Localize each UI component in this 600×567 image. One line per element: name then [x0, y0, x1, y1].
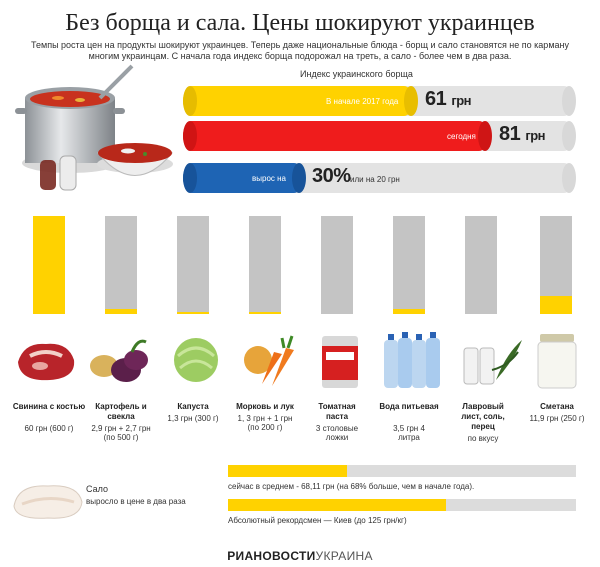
ingredient-price-water: 3,5 грн 4 литра	[393, 424, 425, 442]
ingredient-name-cabbage: Капуста	[177, 402, 209, 411]
ingredient-price-sour-cream: 11,9 грн (250 г)	[529, 414, 585, 423]
salo-bar-average	[228, 465, 347, 477]
ingredient-name-water: Вода питьевая	[379, 402, 439, 411]
cabbage-icon	[174, 338, 218, 382]
borscht-index-title: Индекс украинского борща	[300, 69, 413, 79]
index-label-today: сегодня	[447, 132, 476, 141]
bar-fill	[105, 309, 137, 314]
ingredient-name-sour-cream: Сметана	[540, 402, 574, 411]
salo-icon	[13, 485, 83, 519]
bar-fill	[540, 296, 572, 314]
borscht-pot-illustration	[15, 64, 174, 191]
ingredient-price-pork: 60 грн (600 г)	[24, 424, 74, 433]
ingredient-name-tomato-paste: Томатная паста	[318, 402, 356, 421]
bar-fill	[249, 312, 281, 314]
tomato-paste-icon	[322, 336, 358, 388]
ingredient-price-spices: по вкусу	[467, 434, 499, 443]
bay-leaf-salt-pepper-icon	[463, 340, 522, 385]
bar-fill	[33, 216, 65, 314]
ingredient-bar-carrot-onion	[249, 216, 281, 314]
index-note-growth: или на 20 грн	[350, 175, 400, 184]
index-label-growth: вырос на	[252, 174, 286, 183]
ingredient-name-potato-beet: Картофель и свекла	[95, 402, 147, 421]
ingredient-bar-tomato-paste	[321, 216, 353, 314]
ingredient-bar-spices	[465, 216, 497, 314]
bar-fill	[393, 309, 425, 314]
index-bar-growth-end	[292, 163, 306, 193]
logo-part1: РИАНОВОСТИ	[227, 549, 316, 563]
index-bar-track-end	[562, 86, 576, 116]
salo-label-kyiv: Абсолютный рекордсмен — Киев (до 125 грн…	[228, 516, 407, 525]
page-title: Без борща и сала. Цены шокируют украинце…	[65, 10, 535, 36]
index-bar-today-cap	[183, 121, 197, 151]
ingredient-bar-cabbage	[177, 216, 209, 314]
sour-cream-jar-icon	[537, 334, 577, 389]
ingredient-price-cabbage: 1,3 грн (300 г)	[167, 414, 219, 423]
page-subtitle: Темпы роста цен на продукты шокируют укр…	[31, 40, 569, 61]
ingredient-name-spices: Лавровый лист, соль, перец	[461, 402, 505, 431]
salo-subtitle: выросло в цене в два раза	[86, 497, 186, 506]
salo-bar-kyiv	[228, 499, 446, 511]
ria-novosti-logo: РИАНОВОСТИУКРАИНА	[0, 547, 600, 567]
salo-bar-track-kyiv	[228, 499, 576, 511]
index-bar-today-end	[478, 121, 492, 151]
water-bottles-icon	[384, 332, 440, 388]
ingredient-name-pork: Свинина с костью	[12, 402, 86, 411]
index-bar-track-end	[562, 121, 576, 151]
ingredient-bar-water	[393, 216, 425, 314]
ingredient-price-potato-beet: 2,9 грн + 2,7 грн (по 500 г)	[91, 424, 151, 442]
salo-bar-track-average	[228, 465, 576, 477]
pork-icon	[18, 343, 75, 381]
index-value-growth: 30%	[312, 165, 351, 187]
salo-label-average: сейчас в среднем - 68,11 грн (на 68% бол…	[228, 482, 475, 491]
ingredient-name-carrot-onion: Морковь и лук	[236, 402, 294, 411]
index-bar-track-end	[562, 163, 576, 193]
index-bar-start-cap	[183, 86, 197, 116]
ingredient-bar-potato-beet	[105, 216, 137, 314]
index-label-start: В начале 2017 года	[326, 97, 399, 106]
carrot-onion-icon	[244, 335, 294, 386]
salo-title: Сало	[86, 484, 108, 494]
ingredient-bar-pork	[33, 216, 65, 314]
index-value-start: 61 грн	[425, 88, 472, 110]
ingredient-price-tomato-paste: 3 столовые ложки	[315, 424, 359, 442]
ingredient-price-carrot-onion: 1, 3 грн + 1 грн (по 200 г)	[237, 414, 293, 432]
index-bar-growth	[183, 163, 303, 193]
logo-part2: УКРАИНА	[315, 549, 373, 563]
index-bar-start-end	[404, 86, 418, 116]
index-value-today: 81 грн	[499, 123, 546, 145]
index-bar-growth-cap	[183, 163, 197, 193]
potato-beet-icon	[90, 339, 148, 382]
bar-fill	[177, 312, 209, 314]
ingredient-bar-sour-cream	[540, 216, 572, 314]
index-bar-today	[183, 121, 488, 151]
index-bar-start	[183, 86, 413, 116]
